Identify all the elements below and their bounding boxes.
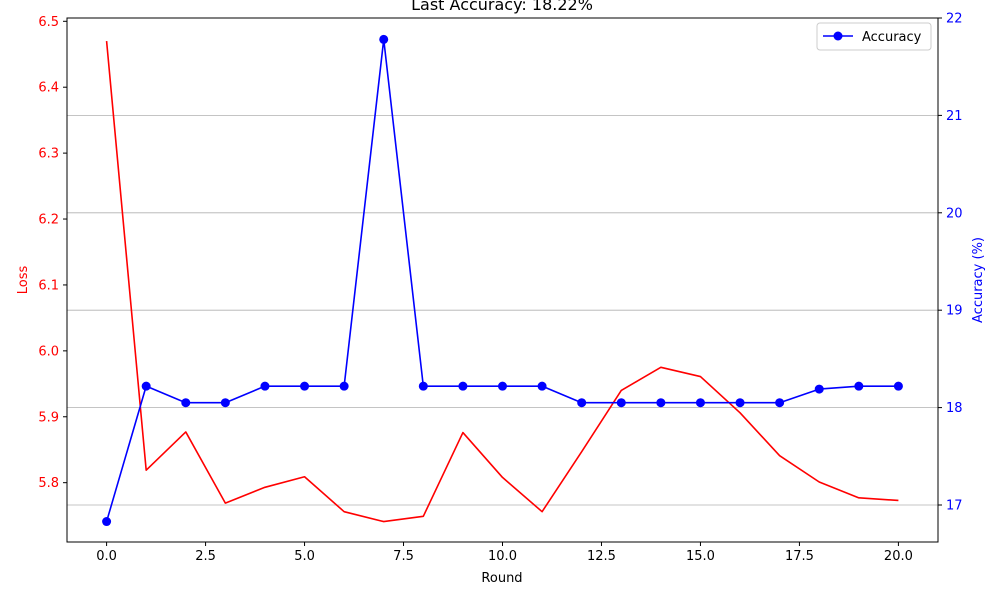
grid-lines [67,114,938,506]
x-tick-label: 7.5 [393,549,414,564]
right-tick-label: 19 [946,304,963,319]
legend: Accuracy [816,22,932,51]
right-axis-label: Accuracy (%) [971,237,986,323]
left-tick-label: 5.8 [38,476,59,491]
accuracy-point [418,381,428,391]
accuracy-point [220,398,230,408]
x-tick-label: 20.0 [884,549,913,564]
left-tick-label: 6.0 [38,344,59,359]
right-tick-label: 18 [946,401,963,416]
x-tick-label: 12.5 [587,549,616,564]
x-axis-label: Round [481,571,522,586]
accuracy-point [814,384,824,394]
accuracy-point [735,398,745,408]
left-tick-label: 5.9 [38,410,59,425]
accuracy-point [775,398,785,408]
chart-title: Last Accuracy: 18.22% [411,0,593,14]
accuracy-point [616,398,626,408]
left-tick-label: 6.5 [38,15,59,30]
x-tick-label: 5.0 [294,549,315,564]
accuracy-point [181,398,191,408]
x-tick-label: 10.0 [488,549,517,564]
right-tick-label: 21 [946,109,963,124]
left-tick-label: 6.4 [38,81,59,96]
legend-accuracy-marker [833,31,843,41]
left-tick-label: 6.1 [38,278,59,293]
x-tick-label: 15.0 [686,549,715,564]
accuracy-point [379,34,389,44]
x-tick-label: 17.5 [785,549,814,564]
accuracy-point [537,381,547,391]
accuracy-point [695,398,705,408]
accuracy-point [656,398,666,408]
accuracy-point [260,381,270,391]
accuracy-point [577,398,587,408]
accuracy-point [458,381,468,391]
loss-line [105,40,899,523]
legend-box [816,22,932,51]
left-tick-label: 6.2 [38,213,59,228]
right-tick-label: 22 [946,12,963,27]
left-axis-label: Loss [16,266,31,295]
axis-layer: 0.0 2.5 5.0 7.5 10.0 12.5 15.0 17.5 20.0 5.8 5.9 6.… [38,12,962,565]
accuracy-point [141,381,151,391]
right-tick-label: 17 [946,498,963,513]
accuracy-point [854,381,864,391]
left-tick-label: 6.3 [38,147,59,162]
series-layer [102,34,903,527]
legend-accuracy-label: Accuracy [862,30,922,45]
accuracy-point [339,381,349,391]
x-tick-label: 0.0 [96,549,117,564]
accuracy-point [893,381,903,391]
accuracy-point [102,517,112,527]
right-tick-label: 20 [946,206,963,221]
accuracy-point [300,381,310,391]
x-tick-label: 2.5 [195,549,216,564]
accuracy-point [498,381,507,391]
